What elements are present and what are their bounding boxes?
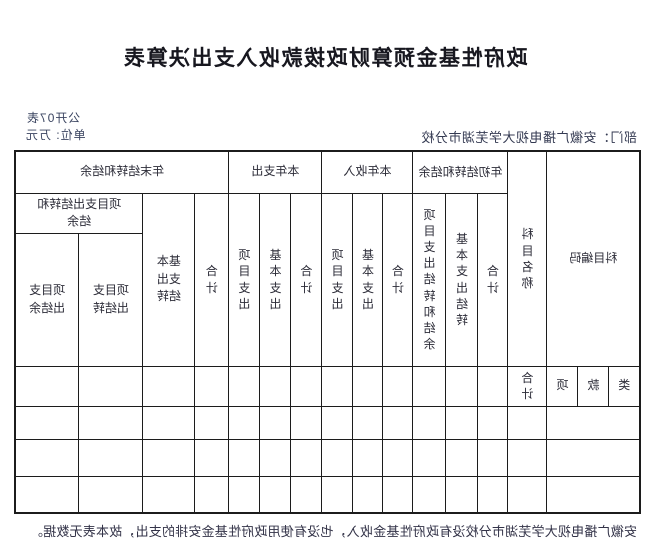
empty-cell [445,406,478,439]
header-yearend-basic-carryover: 基本支出结转 [142,193,195,366]
empty-cell [78,439,143,476]
form-code-label: 公开07表 [26,111,81,125]
empty-cell [445,366,478,406]
empty-code-cell [546,439,640,476]
empty-cell [321,439,353,476]
empty-cell [382,476,413,513]
empty-cell [142,366,195,406]
empty-cell [445,476,478,513]
empty-cell [14,476,79,513]
empty-cell [352,366,383,406]
header-code-section: 款 [578,366,609,406]
header-expense-project: 项目支出 [228,193,260,366]
empty-cell [259,476,291,513]
empty-cell [228,366,260,406]
empty-cell [14,366,79,406]
empty-cell [382,366,413,406]
empty-cell [290,406,322,439]
department-label: 部门：安徽广播电视大学芜湖市分校 [420,130,637,145]
empty-cell [507,476,547,513]
empty-cell [382,439,413,476]
empty-cell [321,406,353,439]
empty-cell [412,406,446,439]
empty-cell [228,439,260,476]
header-expense-total: 合计 [290,193,322,366]
empty-cell [445,439,478,476]
empty-cell [352,476,383,513]
empty-cell [194,366,229,406]
empty-cell [14,406,79,439]
unit-label: 单位: 万元 [25,128,86,142]
header-subject-name: 科目名称 [507,151,547,366]
table-row [14,476,640,513]
empty-cell [412,366,446,406]
empty-cell [142,439,195,476]
empty-cell [194,406,229,439]
empty-cell [78,366,143,406]
table-row [14,406,640,439]
header-code-item: 项 [546,366,578,406]
fiscal-decl-table: 科目编码 科目名称 年初结转和结余 本年收入 本年支出 年末结转和结余 合计 基… [13,150,641,514]
header-income-basic: 基本支出 [352,193,383,366]
header-yearstart-total: 合计 [477,193,508,366]
empty-cell [290,366,322,406]
empty-cell [352,406,383,439]
empty-cell [382,406,413,439]
table-row [14,439,640,476]
empty-cell [228,476,260,513]
empty-cell [142,476,195,513]
header-group-year-start: 年初结转和结余 [412,151,508,193]
empty-cell [507,439,547,476]
empty-cell [228,406,260,439]
empty-cell [477,366,508,406]
empty-cell [14,439,79,476]
empty-cell [259,439,291,476]
empty-cell [412,439,446,476]
empty-cell [78,476,143,513]
header-subject-code: 科目编码 [546,151,640,366]
empty-cell [290,476,322,513]
empty-cell [321,476,353,513]
total-row-label: 合计 [507,366,547,406]
empty-cell [194,439,229,476]
header-group-expense: 本年支出 [228,151,322,193]
empty-cell [477,406,508,439]
header-group-year-end: 年末结转和结余 [14,151,229,193]
header-row-groups: 科目编码 科目名称 年初结转和结余 本年收入 本年支出 年末结转和结余 [14,151,640,366]
header-code-class: 类 [609,366,640,406]
empty-code-cell [546,406,640,439]
header-yearend-project-balance: 项目支出结余 [14,233,79,366]
header-yearend-project-group: 项目支出结转和结余 [14,193,143,233]
empty-cell [78,406,143,439]
footnote-text: 安徽广播电视大学芜湖市分校没有政府性基金收入，也没有使用政府性基金安排的支出，故… [29,524,637,539]
empty-cell [142,406,195,439]
header-yearend-total: 合计 [194,193,229,366]
header-group-income: 本年收入 [321,151,413,193]
header-income-project: 项目支出 [321,193,353,366]
empty-cell [259,406,291,439]
empty-code-cell [546,476,640,513]
empty-cell [321,366,353,406]
empty-cell [477,439,508,476]
header-expense-basic: 基本支出 [259,193,291,366]
header-yearstart-basic-carryover: 基本支出结转 [445,193,478,366]
empty-cell [290,439,322,476]
header-income-total: 合计 [382,193,413,366]
total-row: 类 款 项 合计 [14,366,640,406]
empty-cell [194,476,229,513]
empty-cell [352,439,383,476]
empty-cell [259,366,291,406]
empty-cell [507,406,547,439]
empty-cell [477,476,508,513]
empty-cell [412,476,446,513]
page-title: 政府性基金预算财政拨款收入支出决算表 [122,47,528,70]
header-yearend-project-carryover: 项目支出结转 [78,233,143,366]
header-yearstart-project-carryover: 项目支出结转和结余 [412,193,446,366]
